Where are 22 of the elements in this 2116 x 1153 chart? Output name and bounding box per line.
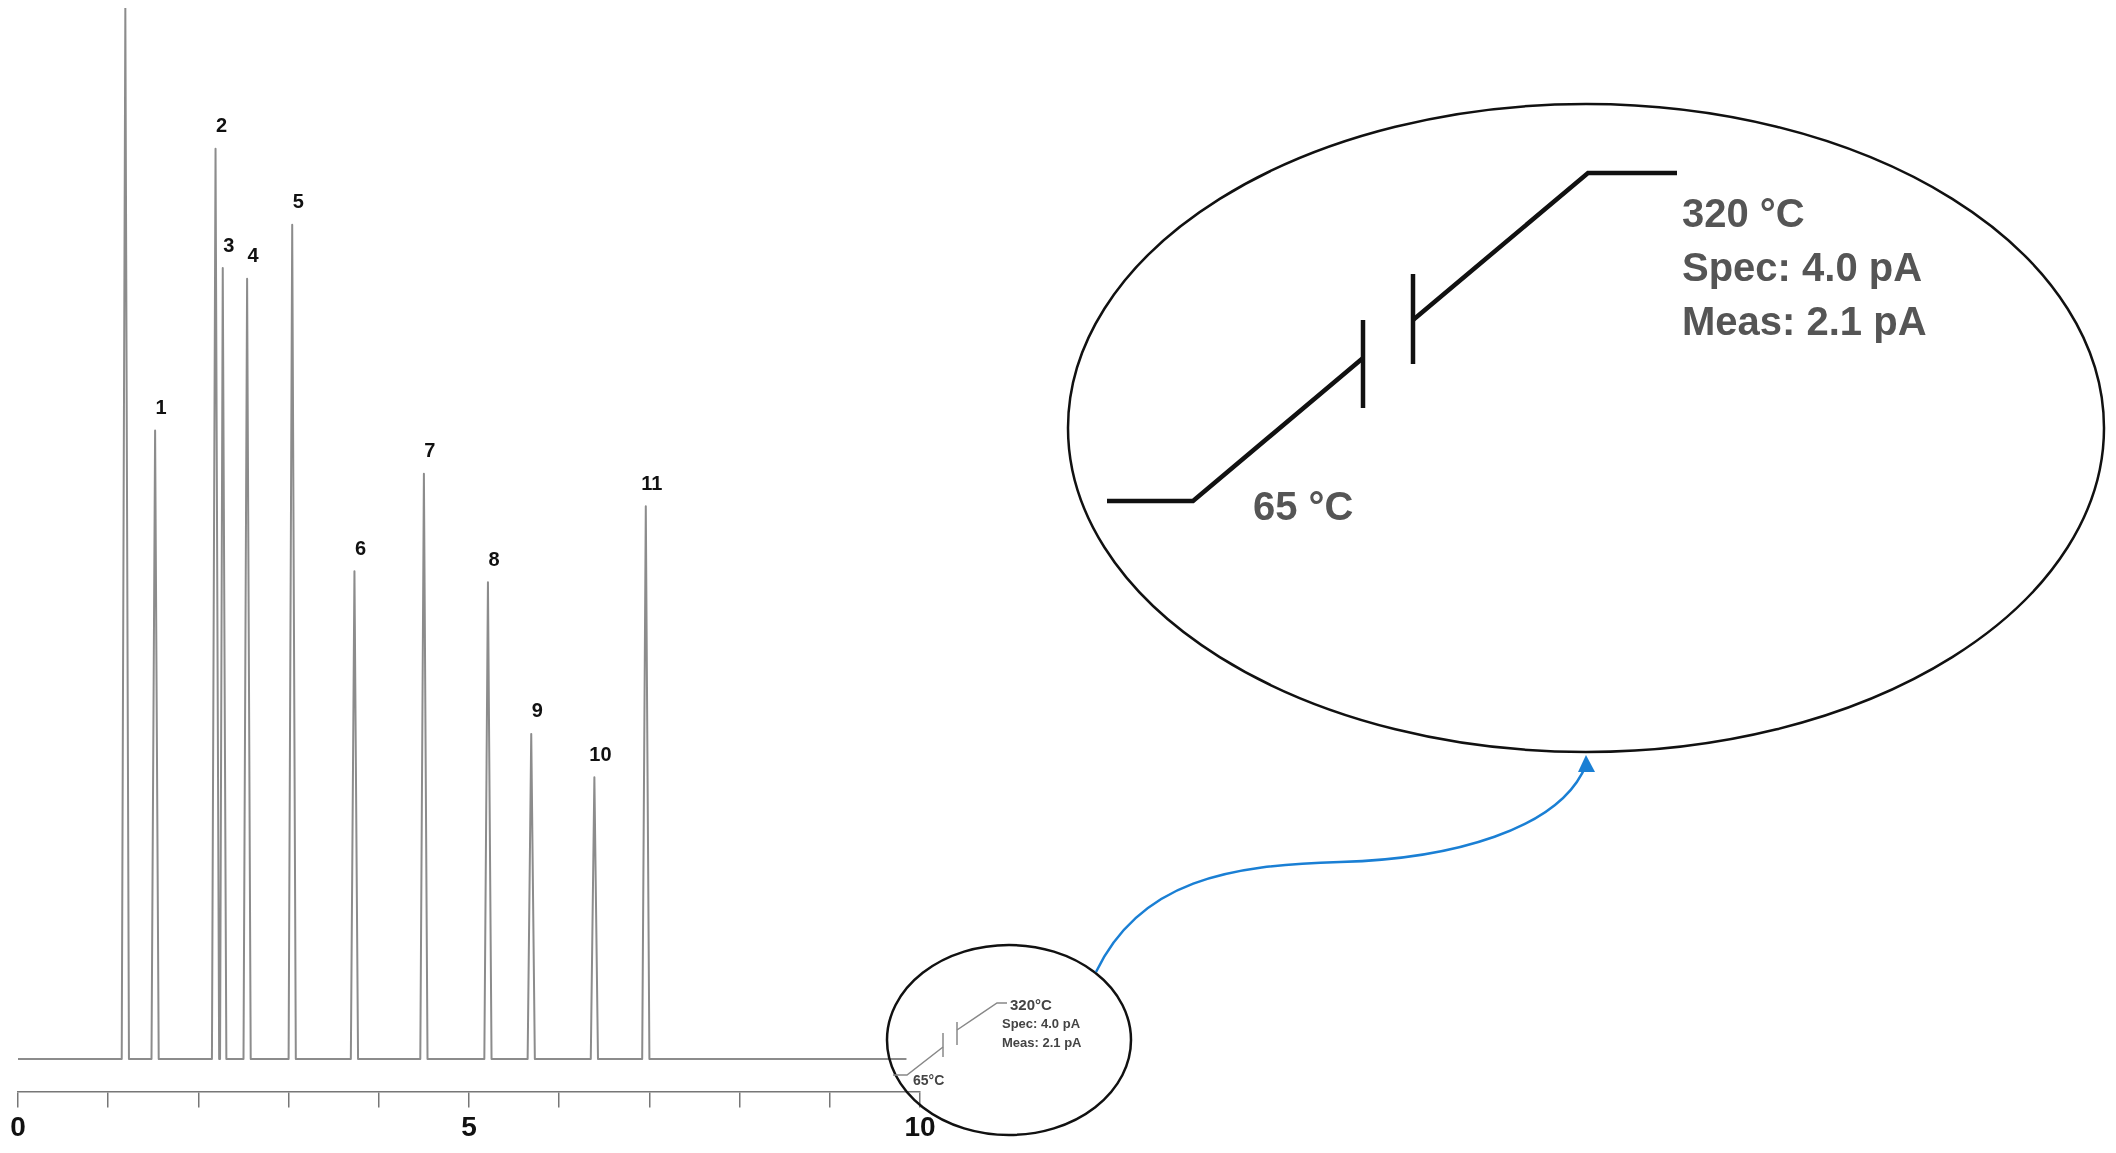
annotation: 1 [155, 396, 167, 419]
x-tick-label: 10 [904, 1110, 936, 1142]
annotation: 9 [531, 699, 543, 722]
annotation: 10 [589, 742, 612, 765]
annotation: 6 [354, 536, 367, 559]
annotation: 7 [424, 439, 436, 462]
text: Meas: 2.1 pA [1002, 1035, 1083, 1050]
annotation: 2 [215, 114, 228, 137]
text: 65 °C [1253, 484, 1354, 528]
text: 320 °C [1682, 191, 1805, 235]
annotation: 65°C [913, 1072, 945, 1088]
text: Meas: 2.1 pA [1682, 299, 1927, 343]
x-tick-label: 5 [461, 1110, 477, 1142]
annotation: 11 [641, 471, 663, 494]
x-tick-label: 0 [10, 1110, 26, 1142]
annotation: 4 [247, 244, 260, 267]
text: 320°C [1010, 996, 1053, 1013]
text: Spec: 4.0 pA [1682, 245, 1923, 289]
annotation: 8 [488, 547, 500, 570]
annotation: 5 [292, 190, 304, 213]
annotation: 3 [223, 233, 235, 256]
text: Spec: 4.0 pA [1002, 1016, 1081, 1031]
